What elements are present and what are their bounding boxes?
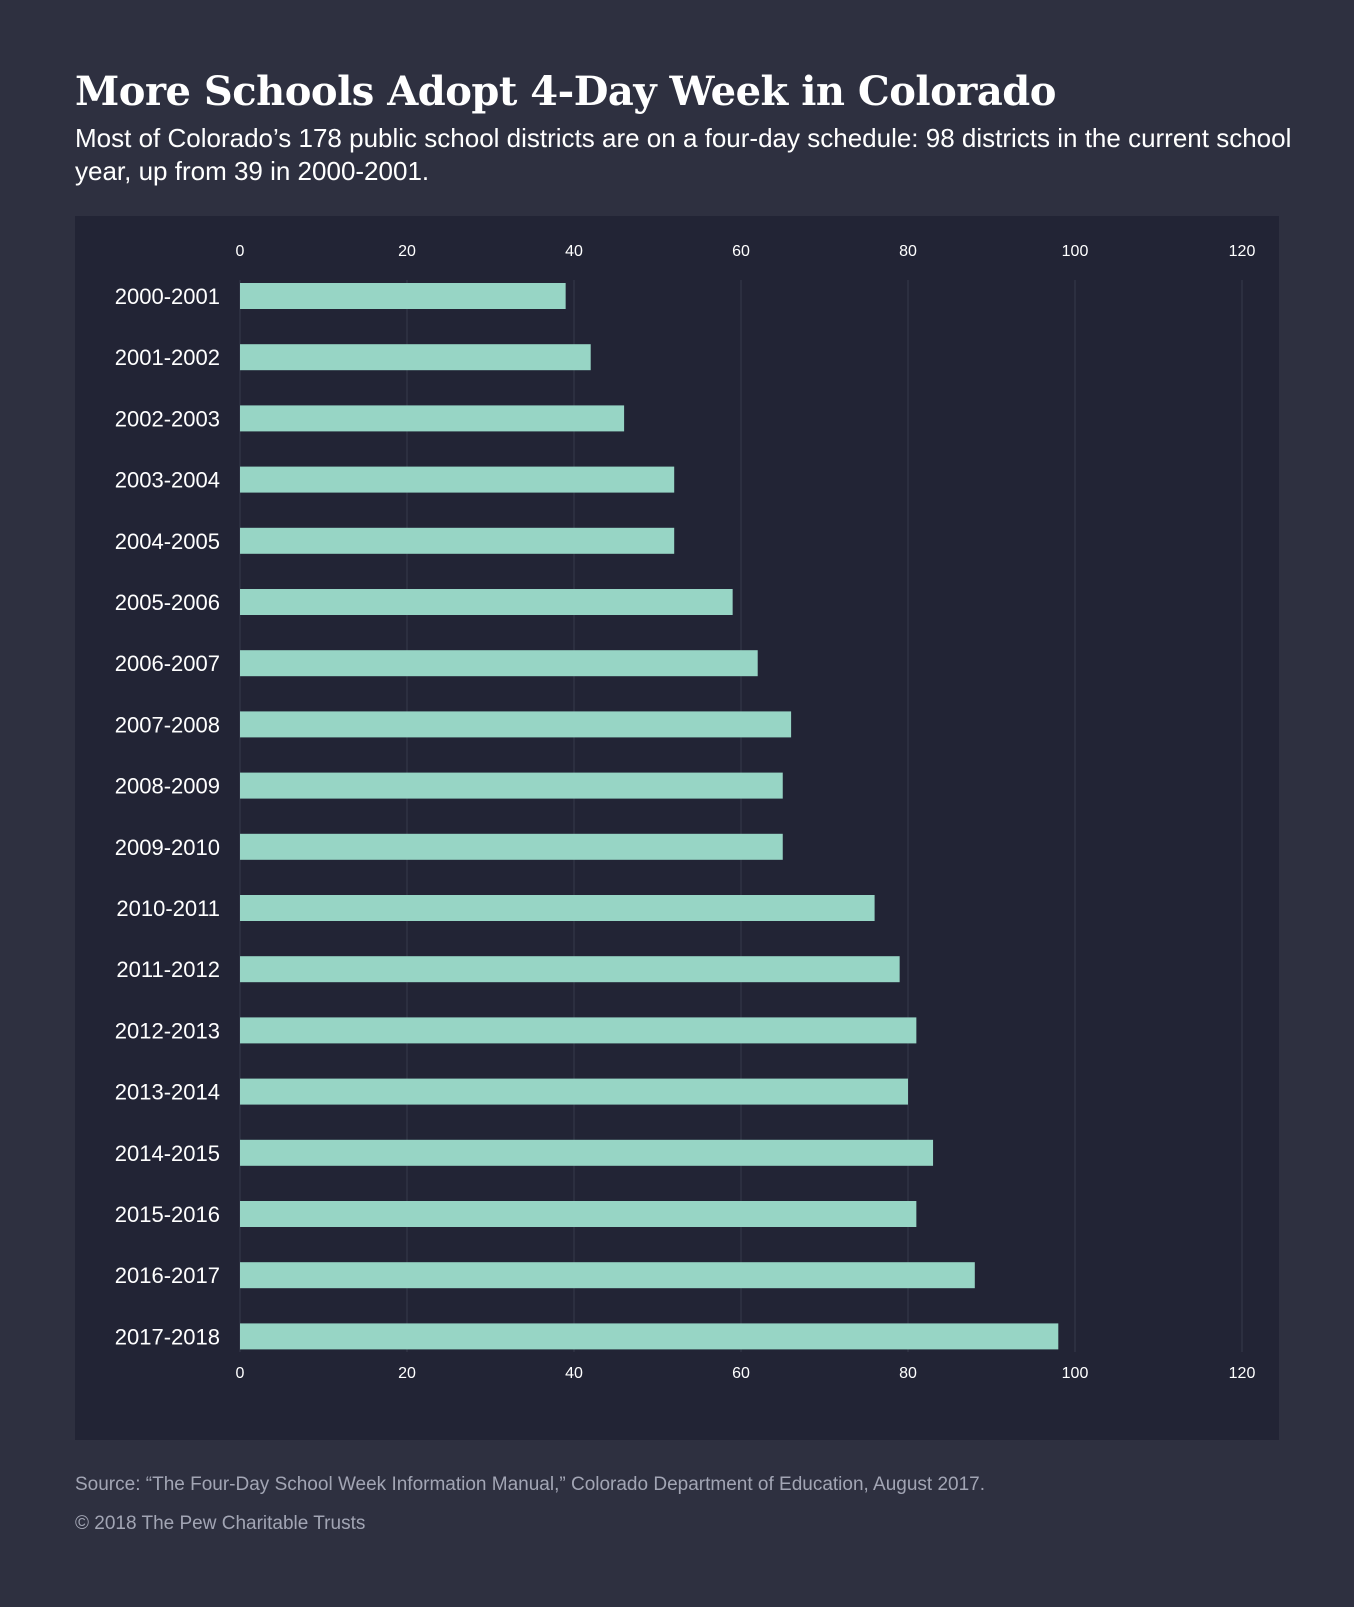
x-axis-bottom: 0 20 40 60 80 100 120 (236, 1365, 1256, 1382)
grid-lines (239, 280, 1243, 1352)
bar (240, 1323, 1059, 1350)
bar (240, 405, 625, 432)
category-label: 2016-2017 (115, 1263, 220, 1288)
category-label: 2013-2014 (115, 1080, 220, 1105)
copyright-note: © 2018 The Pew Charitable Trusts (75, 1513, 366, 1534)
x-tick-label-bottom: 20 (398, 1365, 416, 1382)
bars (240, 283, 1059, 1350)
category-label: 2014-2015 (115, 1141, 220, 1166)
bar (240, 650, 758, 677)
bar (240, 895, 875, 921)
category-label: 2011-2012 (116, 957, 220, 982)
bar (240, 1078, 908, 1105)
bar (240, 833, 783, 860)
category-label: 2007-2008 (115, 712, 220, 737)
x-tick-label-top: 100 (1062, 243, 1089, 260)
chart-panel: 2000-2001 2001-2002 2002-2003 2003-2004 2004… (75, 216, 1279, 1440)
category-label: 2000-2001 (115, 284, 220, 309)
chart-subtitle: Most of Colorado’s 178 public school dis… (75, 123, 1292, 186)
bar (240, 711, 792, 738)
bar (240, 772, 783, 799)
x-tick-label-bottom: 0 (236, 1365, 245, 1382)
category-label: 2009-2010 (115, 835, 220, 860)
bar (240, 1262, 975, 1289)
x-tick-label-top: 60 (732, 243, 750, 260)
bar (240, 283, 566, 309)
bar-chart: 2000-20012001-20022002-20032003-20042004… (115, 243, 1256, 1382)
x-tick-label-bottom: 80 (899, 1365, 917, 1382)
category-label: 2015-2016 (115, 1202, 220, 1227)
source-note: Source: “The Four-Day School Week Inform… (75, 1474, 986, 1495)
bar (240, 466, 675, 493)
bar (240, 1017, 917, 1044)
x-tick-label-top: 120 (1229, 243, 1256, 260)
chart-title: More Schools Adopt 4-Day Week in Colorad… (75, 68, 1056, 115)
category-label: 2017-2018 (115, 1324, 220, 1349)
bar (240, 1139, 934, 1166)
category-label: 2004-2005 (115, 529, 220, 554)
category-label: 2005-2006 (115, 590, 220, 615)
bar (240, 527, 675, 554)
category-label: 2003-2004 (115, 468, 220, 493)
category-label: 2008-2009 (115, 774, 220, 799)
category-labels: 2000-2001 2001-2002 2002-2003 2003-2004 2004… (115, 284, 220, 1349)
x-tick-label-bottom: 120 (1229, 1365, 1256, 1382)
bar (240, 1201, 917, 1227)
x-tick-label-top: 20 (398, 243, 416, 260)
x-tick-label-top: 0 (236, 243, 245, 260)
bar (240, 589, 733, 615)
category-label: 2001-2002 (115, 345, 220, 370)
x-tick-label-bottom: 60 (732, 1365, 750, 1382)
x-tick-label-top: 40 (565, 243, 583, 260)
category-label: 2010-2011 (116, 896, 220, 921)
x-axis-top: 0 20 40 60 80 100 120 (236, 243, 1256, 260)
bar (240, 956, 900, 983)
bar (240, 344, 591, 371)
x-tick-label-top: 80 (899, 243, 917, 260)
x-tick-label-bottom: 100 (1062, 1365, 1089, 1382)
x-tick-label-bottom: 40 (565, 1365, 583, 1382)
category-label: 2012-2013 (115, 1018, 220, 1043)
category-label: 2006-2007 (115, 651, 220, 676)
category-label: 2002-2003 (115, 406, 220, 431)
